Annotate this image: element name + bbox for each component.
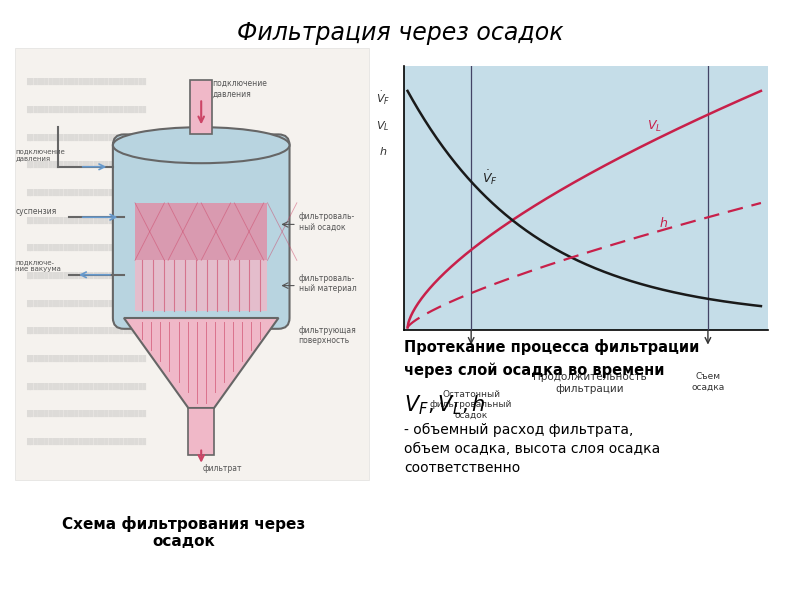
- Bar: [188, 408, 214, 455]
- Text: $V_L$: $V_L$: [376, 119, 390, 133]
- Text: фильтроваль-
ный материал: фильтроваль- ный материал: [298, 274, 357, 293]
- FancyBboxPatch shape: [15, 48, 369, 480]
- Polygon shape: [124, 318, 278, 408]
- Text: $\dot{V}_F$: $\dot{V}_F$: [376, 90, 390, 107]
- Text: подключе-
ние вакуума: подключе- ние вакуума: [15, 259, 62, 272]
- Text: Фильтрация через осадок: Фильтрация через осадок: [237, 21, 563, 45]
- Text: ████████████████████████████████: ████████████████████████████████: [26, 133, 146, 140]
- Text: - объемный расход фильтрата,: - объемный расход фильтрата,: [404, 423, 634, 437]
- Text: $h$: $h$: [659, 216, 668, 230]
- Bar: [190, 80, 212, 134]
- Text: объем осадка, высота слоя осадка: объем осадка, высота слоя осадка: [404, 442, 660, 456]
- Text: Протекание процесса фильтрации: Протекание процесса фильтрации: [404, 339, 699, 355]
- Text: $V_L$: $V_L$: [646, 119, 662, 134]
- Text: через слой осадка во времени: через слой осадка во времени: [404, 363, 665, 379]
- Text: Съем
осадка: Съем осадка: [691, 373, 725, 392]
- Text: соответственно: соответственно: [404, 461, 520, 475]
- Text: подключение
давления: подключение давления: [212, 79, 267, 98]
- Text: фильтрующая
поверхность: фильтрующая поверхность: [298, 326, 357, 345]
- Text: ████████████████████████████████: ████████████████████████████████: [26, 189, 146, 196]
- Text: $h$: $h$: [378, 145, 387, 157]
- Text: ████████████████████████████████: ████████████████████████████████: [26, 161, 146, 168]
- Ellipse shape: [113, 127, 290, 163]
- Text: ████████████████████████████████: ████████████████████████████████: [26, 272, 146, 279]
- Text: Схема фильтрования через
осадок: Схема фильтрования через осадок: [62, 516, 306, 550]
- Text: ████████████████████████████████: ████████████████████████████████: [26, 244, 146, 251]
- Bar: [135, 260, 267, 311]
- Text: ████████████████████████████████: ████████████████████████████████: [26, 106, 146, 113]
- Bar: [135, 203, 267, 260]
- Text: подключение
давления: подключение давления: [15, 148, 65, 161]
- Text: Остаточный
фильтровальный
осадок: Остаточный фильтровальный осадок: [430, 390, 512, 419]
- Text: ████████████████████████████████: ████████████████████████████████: [26, 383, 146, 390]
- Text: ████████████████████████████████: ████████████████████████████████: [26, 410, 146, 418]
- Text: суспензия: суспензия: [15, 206, 57, 215]
- Text: ████████████████████████████████: ████████████████████████████████: [26, 217, 146, 224]
- Text: ████████████████████████████████: ████████████████████████████████: [26, 299, 146, 307]
- Text: фильтрат: фильтрат: [203, 464, 242, 473]
- Text: ████████████████████████████████: ████████████████████████████████: [26, 438, 146, 445]
- Ellipse shape: [113, 127, 290, 163]
- Text: $V_F,V_L,h$: $V_F,V_L,h$: [404, 393, 486, 416]
- Text: $\dot{V}_F$: $\dot{V}_F$: [482, 169, 498, 187]
- Text: ████████████████████████████████: ████████████████████████████████: [26, 355, 146, 362]
- FancyBboxPatch shape: [113, 134, 290, 329]
- Text: Продолжительность
фильтрации: Продолжительность фильтрации: [533, 373, 646, 394]
- Text: ████████████████████████████████: ████████████████████████████████: [26, 78, 146, 85]
- Text: фильтроваль-
ный осадок: фильтроваль- ный осадок: [298, 212, 355, 232]
- Text: ████████████████████████████████: ████████████████████████████████: [26, 327, 146, 334]
